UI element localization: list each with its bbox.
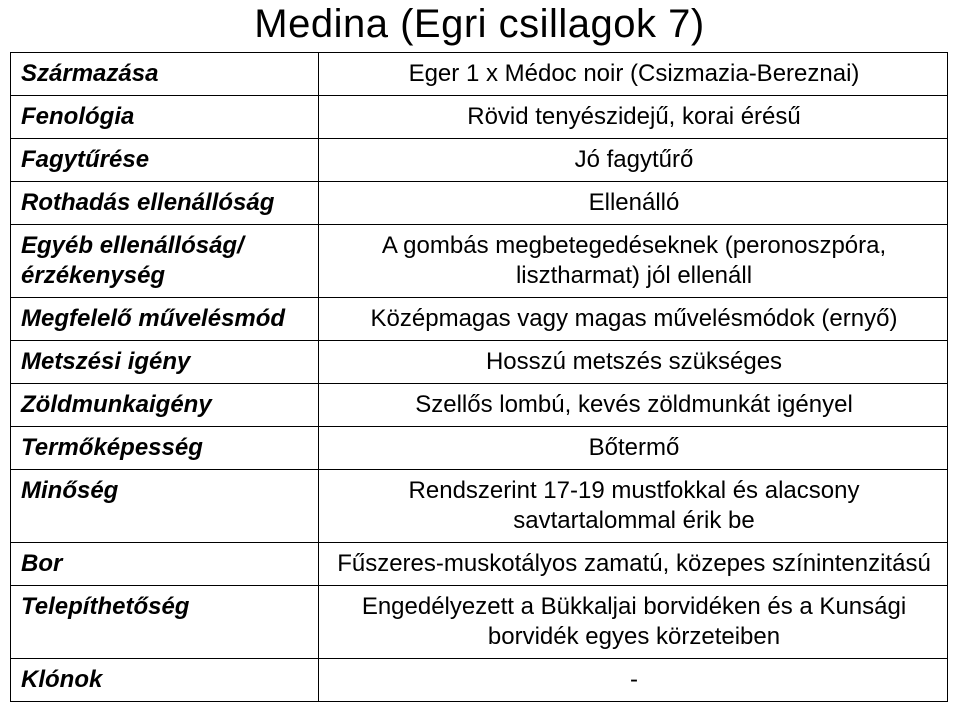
table-row: Klónok - — [11, 659, 948, 702]
row-value: Bőtermő — [319, 427, 948, 470]
row-label: Rothadás ellenállóság — [11, 182, 319, 225]
row-label: Telepíthetőség — [11, 586, 319, 659]
table-row: Megfelelő művelésmód Középmagas vagy mag… — [11, 298, 948, 341]
row-label: Megfelelő művelésmód — [11, 298, 319, 341]
row-value: Engedélyezett a Bükkaljai borvidéken és … — [319, 586, 948, 659]
row-label: Származása — [11, 53, 319, 96]
table-row: Származása Eger 1 x Médoc noir (Csizmazi… — [11, 53, 948, 96]
table-row: Fenológia Rövid tenyészidejű, korai érés… — [11, 96, 948, 139]
row-label: Fenológia — [11, 96, 319, 139]
row-label: Minőség — [11, 470, 319, 543]
page-title: Medina (Egri csillagok 7) — [0, 2, 959, 47]
row-value: Eger 1 x Médoc noir (Csizmazia-Bereznai) — [319, 53, 948, 96]
row-label: Zöldmunkaigény — [11, 384, 319, 427]
row-label: Klónok — [11, 659, 319, 702]
table-row: Termőképesség Bőtermő — [11, 427, 948, 470]
row-label: Fagytűrése — [11, 139, 319, 182]
row-label: Egyéb ellenállóság/érzékenység — [11, 225, 319, 298]
table-row: Fagytűrése Jó fagytűrő — [11, 139, 948, 182]
row-value: - — [319, 659, 948, 702]
row-value: Jó fagytűrő — [319, 139, 948, 182]
table-row: Telepíthetőség Engedélyezett a Bükkaljai… — [11, 586, 948, 659]
row-value: A gombás megbetegedéseknek (peronoszpóra… — [319, 225, 948, 298]
table-row: Egyéb ellenállóság/érzékenység A gombás … — [11, 225, 948, 298]
table-row: Zöldmunkaigény Szellős lombú, kevés zöld… — [11, 384, 948, 427]
row-value: Fűszeres-muskotályos zamatú, közepes szí… — [319, 543, 948, 586]
row-value: Rendszerint 17-19 mustfokkal és alacsony… — [319, 470, 948, 543]
row-label: Metszési igény — [11, 341, 319, 384]
table-row: Bor Fűszeres-muskotályos zamatú, közepes… — [11, 543, 948, 586]
row-label: Bor — [11, 543, 319, 586]
table-row: Minőség Rendszerint 17-19 mustfokkal és … — [11, 470, 948, 543]
row-value: Hosszú metszés szükséges — [319, 341, 948, 384]
properties-table: Származása Eger 1 x Médoc noir (Csizmazi… — [10, 52, 948, 702]
row-value: Szellős lombú, kevés zöldmunkát igényel — [319, 384, 948, 427]
row-value: Középmagas vagy magas művelésmódok (erny… — [319, 298, 948, 341]
table-row: Metszési igény Hosszú metszés szükséges — [11, 341, 948, 384]
row-label: Termőképesség — [11, 427, 319, 470]
table-row: Rothadás ellenállóság Ellenálló — [11, 182, 948, 225]
page: Medina (Egri csillagok 7) Származása Ege… — [0, 0, 959, 689]
row-value: Rövid tenyészidejű, korai érésű — [319, 96, 948, 139]
row-value: Ellenálló — [319, 182, 948, 225]
